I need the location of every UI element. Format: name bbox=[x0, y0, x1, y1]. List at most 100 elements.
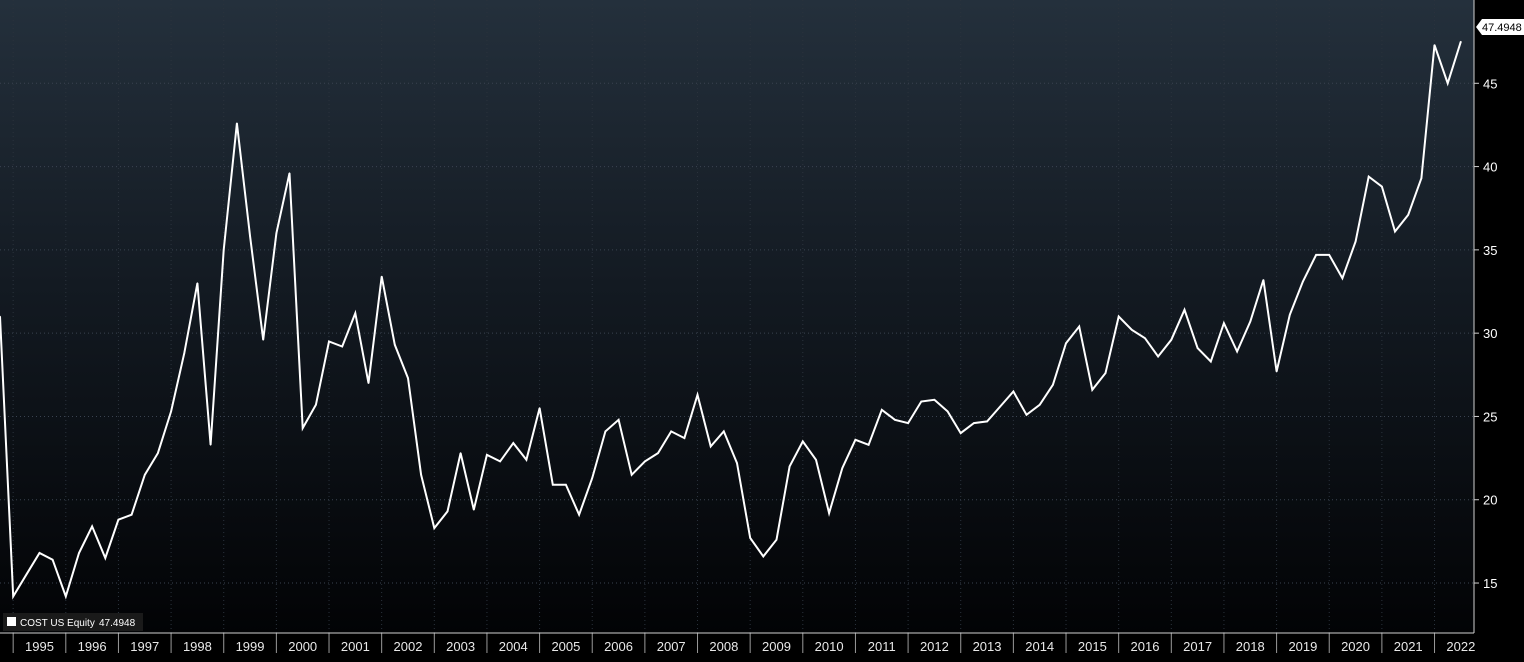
data-point bbox=[644, 460, 646, 463]
x-tick-label: 2014 bbox=[1025, 639, 1054, 654]
data-point bbox=[1407, 214, 1409, 216]
data-point bbox=[1196, 347, 1199, 349]
data-point bbox=[1446, 82, 1449, 85]
data-point bbox=[65, 595, 67, 598]
data-point bbox=[183, 352, 186, 354]
data-point bbox=[288, 172, 291, 174]
x-tick-label: 2005 bbox=[551, 639, 580, 654]
data-point bbox=[1131, 329, 1133, 331]
legend-series-value: 47.4948 bbox=[99, 618, 136, 629]
data-point bbox=[1025, 414, 1028, 416]
data-point bbox=[1012, 390, 1015, 393]
data-point bbox=[328, 340, 330, 343]
data-point bbox=[78, 552, 80, 554]
x-tick-label: 1998 bbox=[183, 639, 212, 654]
x-tick-label: 2010 bbox=[815, 639, 844, 654]
data-point bbox=[538, 407, 541, 409]
data-point bbox=[367, 382, 370, 384]
x-tick-label: 2001 bbox=[341, 639, 370, 654]
data-point bbox=[196, 282, 199, 285]
x-tick-label: 2006 bbox=[604, 639, 633, 654]
data-point bbox=[959, 432, 962, 434]
data-point bbox=[473, 508, 475, 511]
data-point bbox=[525, 459, 528, 461]
data-point bbox=[262, 339, 265, 341]
data-point bbox=[802, 440, 804, 443]
x-tick-label: 2021 bbox=[1394, 639, 1423, 654]
data-point bbox=[341, 345, 344, 348]
plot-background bbox=[0, 0, 1474, 633]
data-point bbox=[1367, 175, 1370, 178]
data-point bbox=[894, 419, 896, 421]
data-point bbox=[170, 410, 172, 413]
data-point bbox=[709, 445, 712, 448]
x-tick-label: 1995 bbox=[25, 639, 54, 654]
x-tick-label: 2022 bbox=[1446, 639, 1475, 654]
data-point bbox=[512, 442, 515, 444]
data-point bbox=[591, 477, 593, 479]
data-point bbox=[104, 557, 107, 559]
data-point bbox=[657, 452, 659, 454]
x-tick-label: 2013 bbox=[973, 639, 1002, 654]
data-point bbox=[920, 400, 923, 403]
data-point bbox=[407, 377, 409, 379]
x-tick-label: 2019 bbox=[1288, 639, 1317, 654]
x-tick-label: 1997 bbox=[130, 639, 159, 654]
data-point bbox=[775, 538, 778, 541]
data-point bbox=[749, 537, 751, 539]
data-point bbox=[617, 419, 620, 421]
x-tick-label: 2002 bbox=[394, 639, 423, 654]
data-point bbox=[486, 454, 488, 456]
x-tick-label: 2008 bbox=[709, 639, 738, 654]
series-layer bbox=[0, 40, 1462, 600]
data-point bbox=[1341, 277, 1344, 280]
data-point bbox=[854, 439, 857, 441]
data-point bbox=[1315, 254, 1317, 256]
data-point bbox=[1223, 322, 1225, 325]
x-tick-label: 2003 bbox=[446, 639, 475, 654]
data-point bbox=[1420, 177, 1423, 179]
data-point bbox=[1249, 320, 1252, 323]
data-point bbox=[51, 558, 54, 561]
x-tick-label: 2011 bbox=[868, 639, 896, 654]
data-point bbox=[249, 235, 251, 238]
x-tick-label: 1996 bbox=[78, 639, 107, 654]
data-point bbox=[1117, 315, 1120, 318]
legend: COST US Equity 47.4948 bbox=[3, 613, 143, 631]
x-tick-label: 2012 bbox=[920, 639, 949, 654]
x-tick-label: 2017 bbox=[1183, 639, 1212, 654]
data-point bbox=[578, 513, 580, 516]
legend-swatch bbox=[7, 617, 16, 626]
data-point bbox=[1144, 337, 1146, 340]
data-point bbox=[380, 275, 383, 278]
data-point bbox=[236, 122, 238, 125]
data-point bbox=[552, 483, 554, 486]
x-tick-label: 2015 bbox=[1078, 639, 1107, 654]
data-point bbox=[315, 404, 317, 406]
data-point bbox=[1210, 360, 1212, 363]
data-point bbox=[683, 437, 686, 439]
data-point bbox=[736, 462, 738, 464]
data-point bbox=[946, 410, 949, 413]
x-tick-label: 2020 bbox=[1341, 639, 1370, 654]
y-tick-label: 35 bbox=[1483, 243, 1497, 258]
data-point bbox=[986, 420, 988, 423]
last-value-tag bbox=[1476, 19, 1524, 35]
data-point bbox=[459, 452, 462, 454]
series-line bbox=[0, 41, 1462, 600]
data-point bbox=[788, 465, 791, 468]
data-point bbox=[1065, 342, 1067, 345]
data-point bbox=[1460, 40, 1462, 43]
data-point bbox=[973, 422, 975, 424]
data-point bbox=[394, 344, 396, 346]
data-point bbox=[1433, 44, 1436, 46]
data-point bbox=[841, 467, 844, 469]
data-point bbox=[1328, 254, 1330, 256]
data-point bbox=[1157, 355, 1159, 358]
data-point bbox=[420, 474, 422, 476]
data-point bbox=[1302, 280, 1304, 283]
data-point bbox=[867, 444, 870, 446]
data-point bbox=[1170, 339, 1173, 341]
data-point bbox=[1262, 279, 1265, 281]
